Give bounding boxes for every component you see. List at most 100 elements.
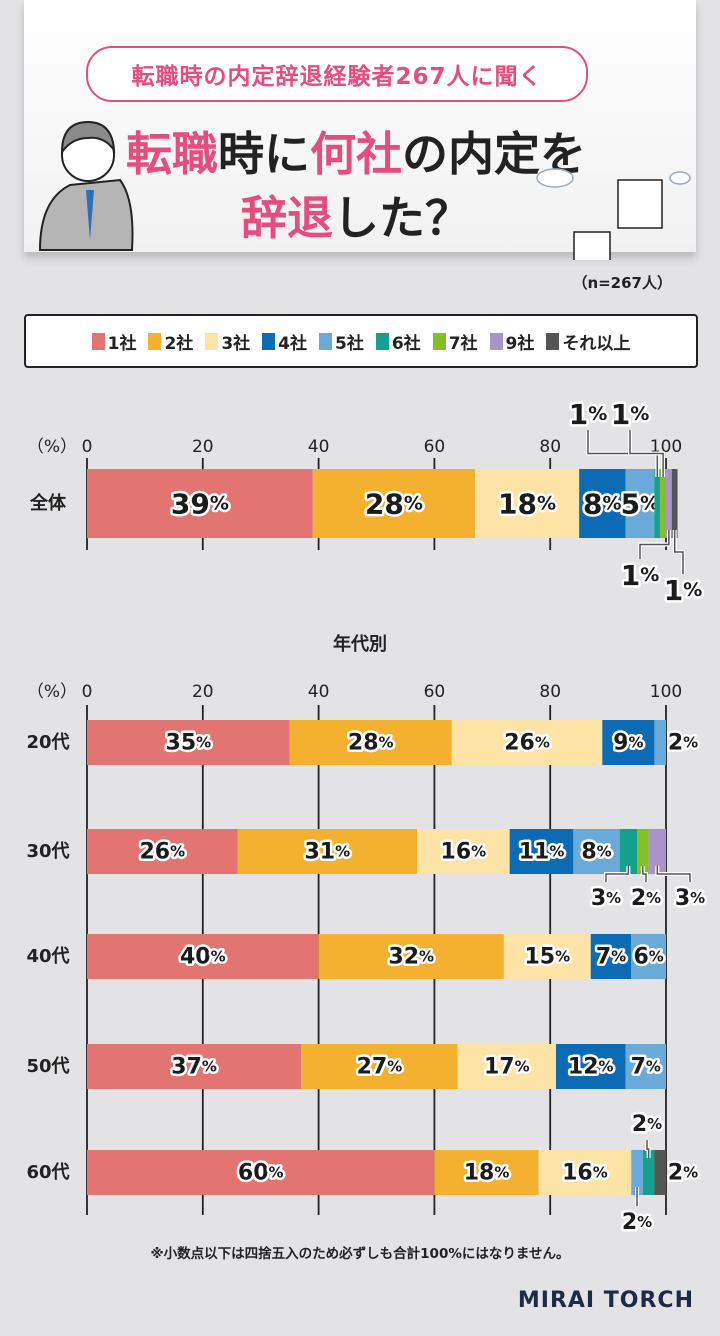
legend-label: 6社 <box>391 333 421 354</box>
data-label: 1% <box>664 574 703 607</box>
bar-segment <box>660 469 666 538</box>
leader-line <box>629 430 664 477</box>
data-label: 7% <box>631 1054 661 1079</box>
data-label: 40% <box>180 944 226 969</box>
header-illustration <box>38 120 691 260</box>
bar-segment <box>538 1150 632 1195</box>
data-label: 5% <box>621 487 660 520</box>
legend-label: それ以上 <box>562 333 631 354</box>
leader-line <box>639 530 670 559</box>
bar-segment <box>555 1044 626 1089</box>
bar-segment <box>237 829 418 874</box>
bar-segment <box>637 829 649 874</box>
data-label: 1% <box>569 398 608 431</box>
bar-segment <box>451 720 603 765</box>
bar-segment <box>301 1044 458 1089</box>
row-label: 全体 <box>29 492 67 514</box>
bar-segment <box>474 469 580 538</box>
title-part: 時に <box>218 127 310 181</box>
data-label: 37% <box>171 1054 217 1079</box>
axis-unit-label: （%） <box>27 437 77 457</box>
leader-line <box>605 866 630 882</box>
data-label: 31% <box>304 839 350 864</box>
bar-segment <box>654 720 666 765</box>
bar-segment <box>625 1044 666 1089</box>
bar-segment <box>648 829 666 874</box>
row-label: 20代 <box>26 732 69 753</box>
data-label: 1% <box>621 559 660 592</box>
cloud-icon <box>536 168 691 188</box>
data-label: 11% <box>519 839 565 864</box>
bar-segment <box>619 829 638 874</box>
legend-item: 3社 <box>205 329 250 354</box>
bar-segment <box>457 1044 556 1089</box>
bar-segment <box>289 720 452 765</box>
data-label: 3% <box>675 886 705 911</box>
bar-segment <box>503 934 591 979</box>
row-label: 50代 <box>26 1056 69 1077</box>
legend-swatch <box>375 332 389 350</box>
row-label: 40代 <box>26 946 69 967</box>
data-label: 1% <box>611 398 650 431</box>
data-label: 8% <box>583 487 622 520</box>
businessman-illustration <box>38 120 134 251</box>
data-label: 28% <box>365 487 423 520</box>
data-label: 16% <box>441 839 487 864</box>
data-label: 16% <box>562 1160 608 1185</box>
legend-item: それ以上 <box>546 329 630 354</box>
leader-line-outline <box>628 430 666 477</box>
tick-label: 0 <box>82 682 93 702</box>
legend-swatch <box>489 332 503 350</box>
title-part: 転職 <box>126 127 218 181</box>
data-label: 2% <box>668 1160 698 1185</box>
bar-segment <box>579 469 626 538</box>
tick-label: 40 <box>308 437 330 457</box>
bar-segment <box>87 1150 435 1195</box>
bar-segment <box>573 829 620 874</box>
data-label: 2% <box>632 1112 662 1137</box>
legend-swatch <box>148 332 162 350</box>
data-label: 27% <box>357 1054 403 1079</box>
bar-segment <box>654 1150 666 1195</box>
leader-line <box>646 1140 650 1158</box>
tick-label: 60 <box>424 437 446 457</box>
data-label: 2% <box>631 886 661 911</box>
leader-line-outline <box>645 1140 651 1158</box>
leader-line-outline <box>586 430 660 477</box>
data-label: 60% <box>238 1160 284 1185</box>
data-label: 26% <box>504 730 550 755</box>
sample-size: （n=267人） <box>572 274 672 292</box>
survey-subtitle: 転職時の内定辞退経験者267人に聞く <box>86 46 588 102</box>
building-illustration <box>573 179 663 260</box>
legend-swatch <box>262 332 276 350</box>
data-label: 15% <box>525 944 571 969</box>
bar-segment <box>87 934 319 979</box>
data-label: 8% <box>581 839 611 864</box>
tick-label: 100 <box>650 682 682 702</box>
bar-segment <box>602 720 655 765</box>
data-label: 2% <box>622 1210 652 1235</box>
bar-segment <box>631 1150 643 1195</box>
data-label: 18% <box>464 1160 510 1185</box>
legend-item: 1社 <box>91 329 136 354</box>
bar-segment <box>625 469 655 538</box>
row-label: 30代 <box>26 841 69 862</box>
bar-segment <box>434 1150 539 1195</box>
legend-swatch <box>432 332 446 350</box>
bar-segment <box>590 934 632 979</box>
data-label: 26% <box>139 839 185 864</box>
tick-label: 40 <box>308 682 330 702</box>
legend-label: 3社 <box>221 333 251 354</box>
data-label: 3% <box>591 886 621 911</box>
tick-label: 100 <box>650 437 682 457</box>
data-label: 7% <box>596 944 626 969</box>
data-label: 39% <box>171 487 229 520</box>
legend-swatch <box>546 332 560 350</box>
tick-label: 60 <box>424 682 446 702</box>
data-label: 32% <box>388 944 434 969</box>
legend-label: 4社 <box>278 333 307 354</box>
header-card <box>24 0 696 252</box>
page-title: 転職時に何社の内定を 辞退した？ <box>96 122 616 250</box>
tick-label: 0 <box>82 437 93 457</box>
legend-item: 9社 <box>489 329 534 354</box>
